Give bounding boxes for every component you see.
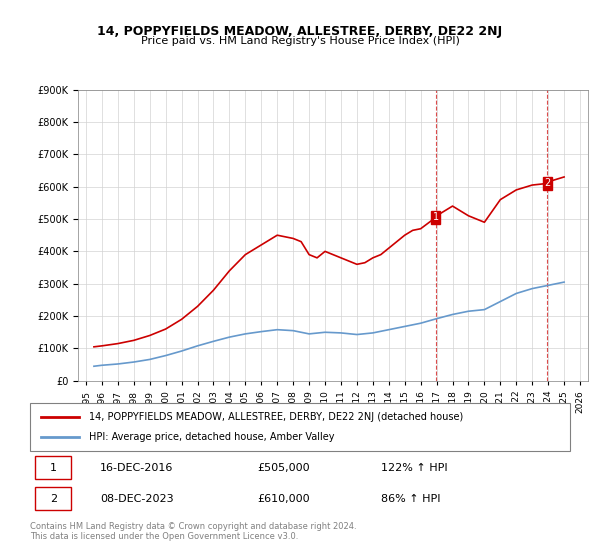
Text: 122% ↑ HPI: 122% ↑ HPI xyxy=(381,463,448,473)
Text: 1: 1 xyxy=(50,463,57,473)
FancyBboxPatch shape xyxy=(35,456,71,479)
Text: 1: 1 xyxy=(433,212,439,222)
Text: 08-DEC-2023: 08-DEC-2023 xyxy=(100,494,174,503)
Text: Contains HM Land Registry data © Crown copyright and database right 2024.
This d: Contains HM Land Registry data © Crown c… xyxy=(30,522,356,542)
FancyBboxPatch shape xyxy=(35,487,71,510)
Text: 2: 2 xyxy=(50,494,57,503)
Text: HPI: Average price, detached house, Amber Valley: HPI: Average price, detached house, Ambe… xyxy=(89,432,335,442)
Text: £610,000: £610,000 xyxy=(257,494,310,503)
Text: 2: 2 xyxy=(544,179,550,188)
Text: £505,000: £505,000 xyxy=(257,463,310,473)
Text: Price paid vs. HM Land Registry's House Price Index (HPI): Price paid vs. HM Land Registry's House … xyxy=(140,36,460,46)
Text: 16-DEC-2016: 16-DEC-2016 xyxy=(100,463,173,473)
Text: 14, POPPYFIELDS MEADOW, ALLESTREE, DERBY, DE22 2NJ: 14, POPPYFIELDS MEADOW, ALLESTREE, DERBY… xyxy=(97,25,503,38)
Text: 14, POPPYFIELDS MEADOW, ALLESTREE, DERBY, DE22 2NJ (detached house): 14, POPPYFIELDS MEADOW, ALLESTREE, DERBY… xyxy=(89,412,464,422)
FancyBboxPatch shape xyxy=(30,403,570,451)
Text: 86% ↑ HPI: 86% ↑ HPI xyxy=(381,494,440,503)
